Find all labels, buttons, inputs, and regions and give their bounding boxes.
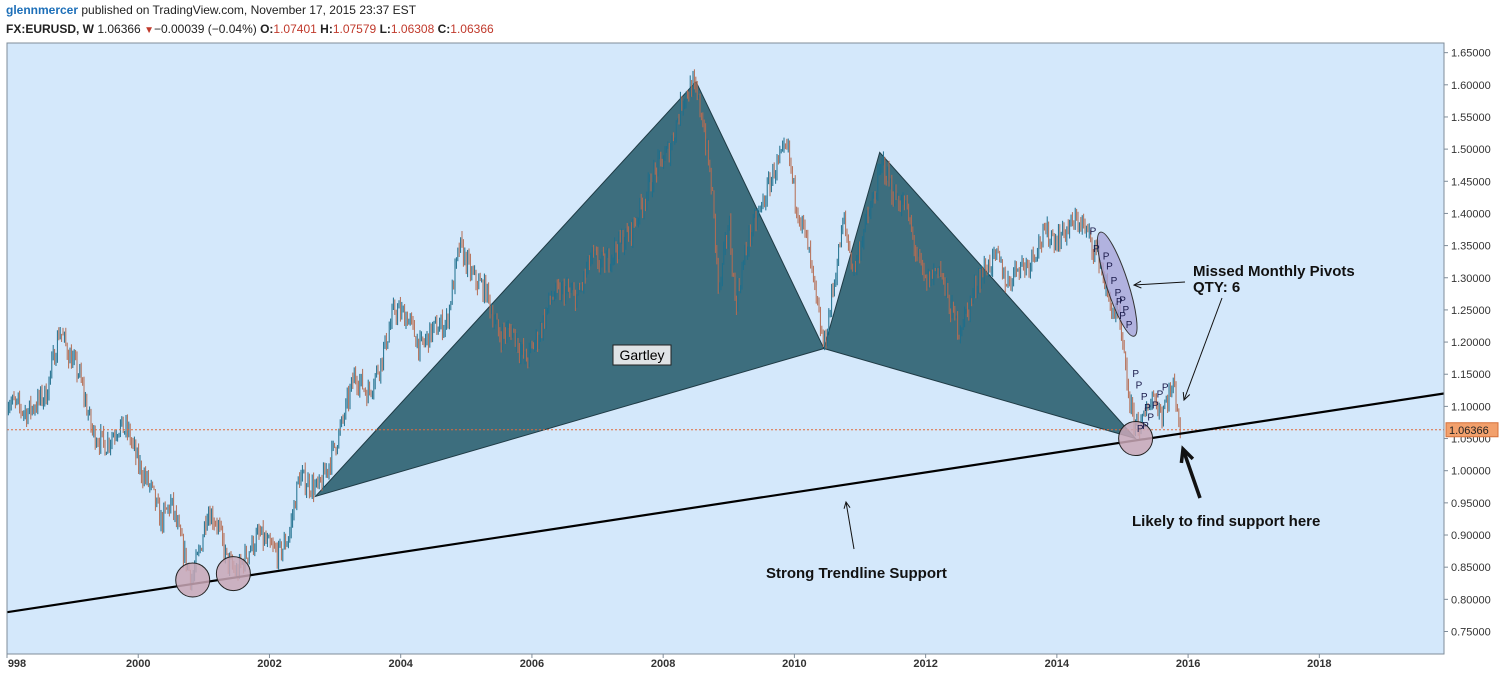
support-circle[interactable] [1118, 421, 1154, 457]
high-label: H: [320, 22, 333, 36]
x-tick-label: 2018 [1307, 658, 1331, 670]
x-tick-label: 2000 [126, 658, 150, 670]
down-triangle-icon: ▼ [144, 25, 154, 36]
pivot-marker: P [1126, 320, 1133, 331]
high-value: 1.07579 [332, 22, 377, 36]
close-label: C: [437, 22, 451, 36]
gartley-label-box[interactable] [612, 344, 672, 366]
chart-header: glennmercer published on TradingView.com… [6, 3, 416, 18]
published-text: published on TradingView.com, November 1… [78, 3, 417, 17]
support-circle[interactable] [175, 562, 211, 598]
x-tick-label: 998 [8, 658, 26, 670]
y-tick-label: 1.55000 [1451, 112, 1491, 124]
gartley-label: Gartley [619, 347, 664, 363]
pivot-marker: P [1111, 276, 1118, 287]
pivot-marker: P [1137, 424, 1144, 435]
pivot-marker: P [1132, 369, 1139, 380]
x-tick-label: 2008 [651, 658, 675, 670]
low-value: 1.06308 [390, 22, 435, 36]
y-tick-label: 1.25000 [1451, 305, 1491, 317]
low-label: L: [379, 22, 391, 36]
close-value: 1.06366 [450, 22, 494, 36]
y-tick-label: 1.30000 [1451, 273, 1491, 285]
y-tick-label: 1.15000 [1451, 369, 1491, 381]
y-tick-label: 1.50000 [1451, 144, 1491, 156]
missed-pivots-label[interactable]: Missed Monthly Pivots [1193, 263, 1355, 280]
pivot-marker: P [1157, 389, 1164, 400]
y-tick-label: 1.40000 [1451, 208, 1491, 220]
author-link[interactable]: glennmercer [6, 3, 79, 17]
y-tick-label: 1.60000 [1451, 80, 1491, 92]
y-tick-label: 0.85000 [1451, 562, 1491, 574]
pivot-marker: P [1119, 311, 1126, 322]
pivot-marker: P [1147, 413, 1154, 424]
price-bars [7, 69, 1181, 591]
pivot-marker: P [1115, 288, 1122, 299]
pivot-marker: P [1116, 297, 1123, 308]
y-tick-label: 0.90000 [1451, 530, 1491, 542]
y-tick-label: 0.95000 [1451, 498, 1491, 510]
y-tick-label: 1.00000 [1451, 466, 1491, 478]
x-tick-label: 2014 [1045, 658, 1070, 670]
price-change: −0.00039 (−0.04%) [153, 22, 257, 36]
y-tick-label: 0.80000 [1451, 594, 1491, 606]
pivots-arrow [1133, 281, 1186, 286]
y-tick-label: 1.45000 [1451, 176, 1491, 188]
pivot-marker: P [1144, 403, 1151, 414]
pivot-marker: P [1141, 392, 1148, 403]
trendline-arrow-head [843, 500, 851, 509]
trendline-arrow [845, 501, 855, 550]
y-tick-label: 1.35000 [1451, 241, 1491, 253]
pivots-arrow-head [1132, 280, 1142, 289]
pivot-marker: P [1152, 400, 1159, 411]
plot-border [6, 42, 1445, 655]
current-price-label: 1.06366 [1449, 425, 1489, 437]
pivot-marker: P [1122, 305, 1129, 316]
trendline-support-label[interactable]: Strong Trendline Support [766, 565, 947, 582]
last-price: 1.06366 [97, 22, 141, 36]
x-tick-label: 2004 [388, 658, 413, 670]
pivot-marker: P [1093, 244, 1100, 255]
x-tick-label: 2010 [782, 658, 806, 670]
support-arrow-head [1179, 445, 1195, 464]
missed-pivots-ellipse[interactable] [1090, 229, 1144, 340]
current-price-badge [1445, 422, 1499, 438]
x-tick-label: 2012 [913, 658, 937, 670]
y-tick-label: 1.20000 [1451, 337, 1491, 349]
qty-arrow-head [1182, 391, 1191, 402]
y-tick-label: 1.10000 [1451, 401, 1491, 413]
pivot-marker: P [1119, 295, 1126, 306]
open-value: 1.07401 [273, 22, 317, 36]
pivot-marker: P [1103, 252, 1110, 263]
ohlc-legend: FX:EURUSD, W 1.06366 ▼−0.00039 (−0.04%) … [6, 22, 494, 38]
x-tick-label: 2006 [520, 658, 544, 670]
qty-arrow [1183, 297, 1223, 401]
support-here-label[interactable]: Likely to find support here [1132, 513, 1320, 530]
support-circle[interactable] [215, 556, 251, 592]
pivot-marker: P [1136, 380, 1143, 391]
y-tick-label: 0.75000 [1451, 626, 1491, 638]
open-label: O: [260, 22, 274, 36]
pivot-marker: P [1090, 227, 1097, 238]
gartley-bcd-triangle[interactable] [823, 151, 1138, 440]
y-tick-label: 1.65000 [1451, 48, 1491, 60]
missed-pivots-qty-label[interactable]: QTY: 6 [1193, 279, 1240, 296]
annotation-arrows [843, 280, 1223, 550]
symbol-label[interactable]: FX:EURUSD, W [6, 22, 94, 36]
support-arrow [1181, 448, 1202, 499]
x-tick-label: 2016 [1176, 658, 1200, 670]
x-tick-label: 2002 [257, 658, 281, 670]
pivot-marker: P [1106, 261, 1113, 272]
pivot-marker: P [1162, 382, 1169, 393]
pivot-marker: P [1142, 421, 1149, 432]
